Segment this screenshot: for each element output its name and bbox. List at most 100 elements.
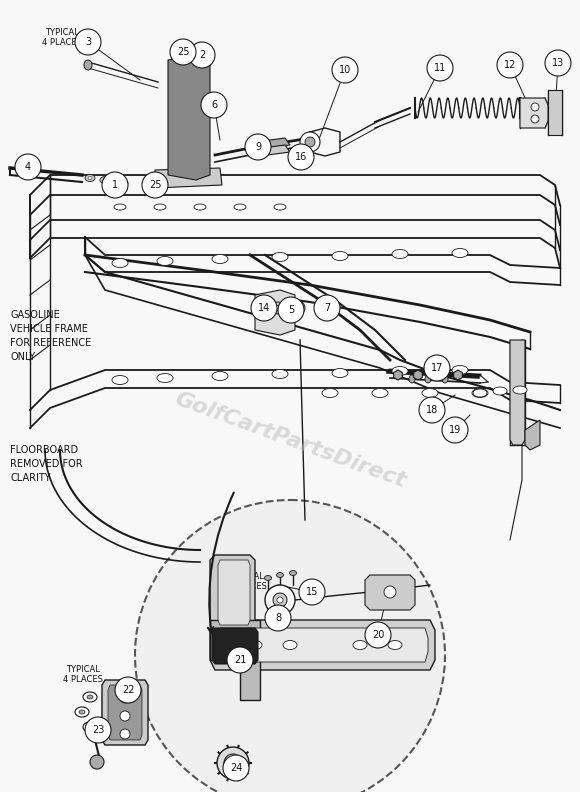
- Polygon shape: [255, 290, 295, 335]
- Text: 12: 12: [504, 60, 516, 70]
- Ellipse shape: [212, 254, 228, 264]
- Ellipse shape: [422, 389, 438, 398]
- Text: 14: 14: [258, 303, 270, 313]
- Text: TYPICAL: TYPICAL: [66, 665, 100, 674]
- Text: ONLY: ONLY: [10, 352, 35, 362]
- Ellipse shape: [346, 63, 350, 67]
- Circle shape: [120, 711, 130, 721]
- Text: TYPICAL: TYPICAL: [230, 572, 264, 581]
- Text: 20: 20: [372, 630, 384, 640]
- Ellipse shape: [274, 204, 286, 210]
- Polygon shape: [168, 55, 210, 180]
- Circle shape: [251, 295, 277, 321]
- Polygon shape: [520, 98, 548, 128]
- Circle shape: [419, 397, 445, 423]
- Circle shape: [170, 39, 196, 65]
- Text: 15: 15: [306, 587, 318, 597]
- Ellipse shape: [353, 641, 367, 649]
- Ellipse shape: [85, 174, 95, 181]
- Circle shape: [531, 115, 539, 123]
- Circle shape: [427, 55, 453, 81]
- Circle shape: [424, 355, 450, 381]
- Circle shape: [332, 57, 358, 83]
- Circle shape: [442, 417, 468, 443]
- Circle shape: [288, 144, 314, 170]
- Ellipse shape: [409, 375, 415, 383]
- Circle shape: [265, 605, 291, 631]
- Polygon shape: [414, 370, 422, 380]
- Polygon shape: [255, 145, 290, 156]
- Ellipse shape: [372, 389, 388, 398]
- Ellipse shape: [392, 367, 408, 375]
- Ellipse shape: [289, 570, 296, 576]
- Circle shape: [277, 597, 283, 603]
- Circle shape: [384, 586, 396, 598]
- Text: 2: 2: [199, 50, 205, 60]
- Ellipse shape: [113, 178, 123, 185]
- Circle shape: [201, 92, 227, 118]
- Text: 13: 13: [552, 58, 564, 68]
- Ellipse shape: [84, 60, 92, 70]
- Ellipse shape: [272, 253, 288, 261]
- Ellipse shape: [87, 725, 93, 729]
- Text: 7: 7: [324, 303, 330, 313]
- Ellipse shape: [392, 249, 408, 258]
- Polygon shape: [548, 90, 562, 135]
- Text: 4 PLACES: 4 PLACES: [42, 38, 82, 47]
- Ellipse shape: [442, 375, 448, 383]
- Circle shape: [273, 593, 287, 607]
- Ellipse shape: [493, 387, 507, 395]
- Polygon shape: [210, 620, 435, 670]
- Circle shape: [245, 134, 271, 160]
- Text: FOR REFERENCE: FOR REFERENCE: [10, 338, 91, 348]
- Text: VEHICLE FRAME: VEHICLE FRAME: [10, 324, 88, 334]
- Circle shape: [75, 29, 101, 55]
- Text: FLOORBOARD: FLOORBOARD: [10, 445, 78, 455]
- Ellipse shape: [87, 695, 93, 699]
- Circle shape: [545, 50, 571, 76]
- Text: GASOLINE: GASOLINE: [10, 310, 60, 320]
- Circle shape: [120, 729, 130, 739]
- Ellipse shape: [194, 204, 206, 210]
- Circle shape: [314, 295, 340, 321]
- Circle shape: [15, 154, 41, 180]
- Ellipse shape: [103, 178, 107, 181]
- Ellipse shape: [332, 368, 348, 378]
- Ellipse shape: [388, 641, 402, 649]
- Circle shape: [284, 307, 287, 310]
- Ellipse shape: [472, 389, 488, 398]
- Ellipse shape: [114, 204, 126, 210]
- Text: 11: 11: [434, 63, 446, 73]
- Ellipse shape: [272, 370, 288, 379]
- Circle shape: [135, 500, 445, 792]
- Polygon shape: [210, 620, 260, 700]
- Text: 3: 3: [85, 37, 91, 47]
- Text: 9: 9: [255, 142, 261, 152]
- Ellipse shape: [342, 60, 354, 70]
- Polygon shape: [102, 680, 148, 745]
- Circle shape: [227, 647, 253, 673]
- Ellipse shape: [322, 389, 338, 398]
- Ellipse shape: [248, 641, 262, 649]
- Circle shape: [272, 302, 284, 314]
- Text: TYPICAL: TYPICAL: [45, 28, 79, 37]
- Polygon shape: [454, 370, 462, 380]
- Circle shape: [291, 301, 305, 315]
- Circle shape: [295, 305, 301, 310]
- Ellipse shape: [75, 707, 89, 717]
- Circle shape: [299, 579, 325, 605]
- Ellipse shape: [425, 375, 431, 383]
- Polygon shape: [365, 575, 415, 610]
- Circle shape: [281, 304, 289, 312]
- Text: CLARITY: CLARITY: [10, 473, 50, 483]
- Text: 6: 6: [211, 100, 217, 110]
- Ellipse shape: [212, 371, 228, 380]
- Circle shape: [120, 693, 130, 703]
- Text: REMOVED FOR: REMOVED FOR: [10, 459, 82, 469]
- Circle shape: [189, 42, 215, 68]
- Ellipse shape: [157, 374, 173, 383]
- Text: 23: 23: [92, 725, 104, 735]
- Ellipse shape: [264, 576, 271, 581]
- Ellipse shape: [452, 365, 468, 375]
- Ellipse shape: [332, 252, 348, 261]
